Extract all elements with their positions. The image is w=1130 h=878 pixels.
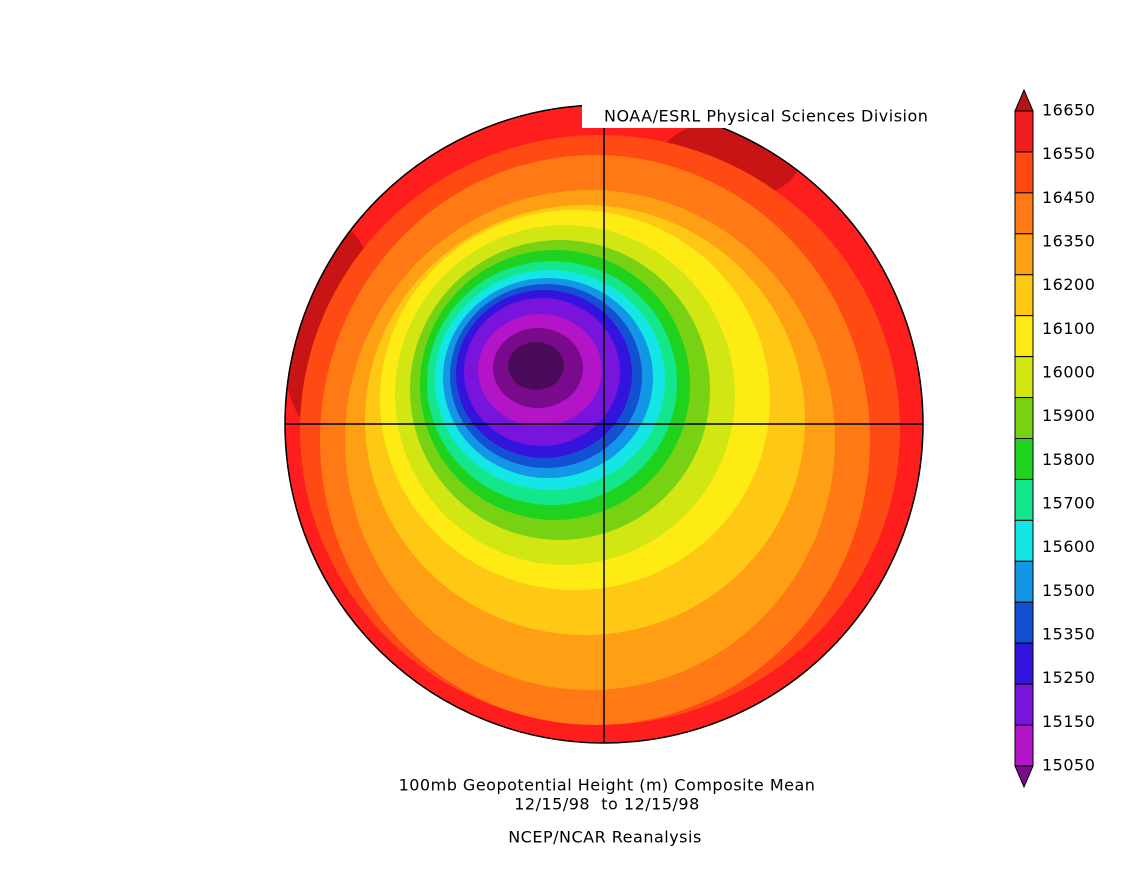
credit-box	[582, 104, 918, 128]
colorbar-label: 16450	[1042, 188, 1095, 207]
colorbar-swatch	[1014, 724, 1034, 767]
colorbar-swatch	[1014, 233, 1034, 276]
colorbar-swatch	[1014, 438, 1034, 480]
colorbar-swatch	[1014, 560, 1034, 603]
height-field	[285, 105, 923, 743]
map-title: 100mb Geopotential Height (m) Composite …	[399, 776, 816, 795]
colorbar-triangle	[1014, 765, 1034, 789]
colorbar-swatch	[1014, 192, 1034, 235]
date-range: 12/15/98 to 12/15/98	[514, 795, 700, 814]
colorbar-label: 15250	[1042, 668, 1095, 687]
colorbar-label: 15050	[1042, 756, 1095, 775]
colorbar-swatch	[1014, 683, 1034, 726]
colorbar-label: 16350	[1042, 232, 1095, 251]
colorbar-swatch	[1014, 274, 1034, 317]
colorbar-swatch	[1014, 151, 1034, 194]
colorbar-label: 15900	[1042, 406, 1095, 425]
colorbar-label: 15800	[1042, 450, 1095, 469]
credit: NOAA/ESRL Physical Sciences Division	[604, 107, 928, 126]
colorbar-swatch	[1014, 519, 1034, 562]
colorbar-label: 16200	[1042, 275, 1095, 294]
source: NCEP/NCAR Reanalysis	[508, 828, 702, 847]
colorbar-label: 15500	[1042, 581, 1095, 600]
colorbar: 16650 16550 16450 16350 16200 16100 16000 15900…	[1014, 88, 1095, 789]
colorbar-label: 15600	[1042, 537, 1095, 556]
colorbar-label: 15150	[1042, 712, 1095, 731]
colorbar-swatch	[1014, 356, 1034, 399]
colorbar-label: 15350	[1042, 625, 1095, 644]
colorbar-swatch	[1014, 478, 1034, 521]
colorbar-swatch	[1014, 601, 1034, 644]
colorbar-label: 16650	[1042, 101, 1095, 120]
colorbar-swatch	[1014, 110, 1034, 153]
colorbar-label: 16550	[1042, 144, 1095, 163]
colorbar-label: 16100	[1042, 319, 1095, 338]
colorbar-triangle	[1014, 88, 1034, 112]
colorbar-label: 16000	[1042, 363, 1095, 382]
colorbar-swatch	[1014, 397, 1034, 439]
colorbar-label: 15700	[1042, 494, 1095, 513]
colorbar-swatch	[1014, 642, 1034, 685]
colorbar-swatch	[1014, 315, 1034, 358]
